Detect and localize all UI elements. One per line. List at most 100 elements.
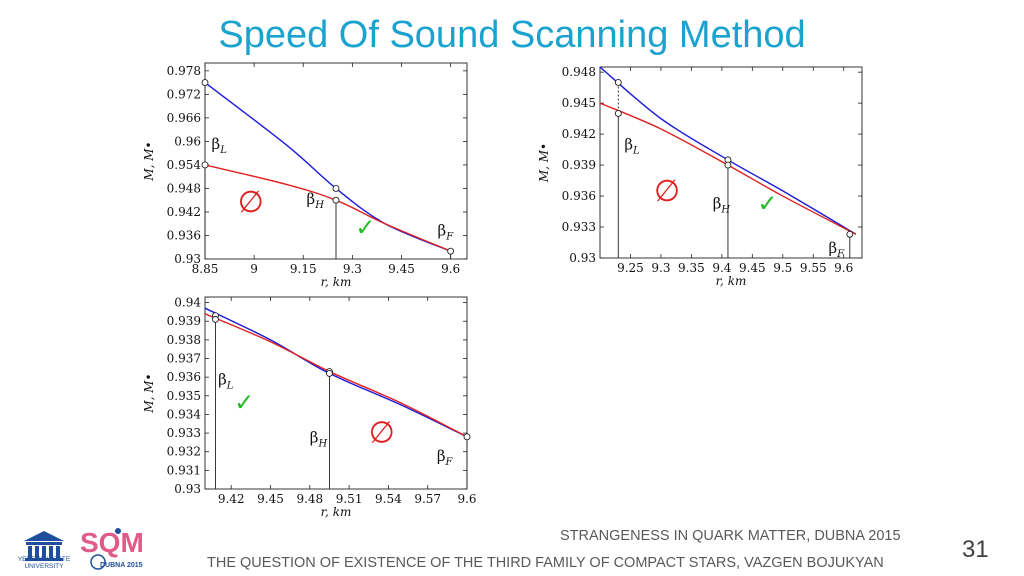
beta-label-h: βH bbox=[310, 428, 328, 449]
x-tick-label: 9 bbox=[250, 262, 258, 276]
x-tick-label: 9.45 bbox=[257, 492, 284, 506]
beta-subscript: H bbox=[720, 204, 730, 215]
y-tick-label: 0.939 bbox=[167, 314, 201, 328]
x-tick-label: 9.6 bbox=[457, 492, 476, 506]
marker-point bbox=[463, 433, 471, 441]
sqm-logo: SQM bbox=[80, 527, 144, 570]
check-mark: ✓ bbox=[234, 389, 254, 417]
beta-subscript: L bbox=[632, 146, 640, 157]
beta-subscript: L bbox=[226, 381, 234, 392]
y-tick-label: 0.978 bbox=[167, 64, 201, 78]
chart-bottom: 9.42 9.45 9.48 9.51 9.54 9.57 9.6 0.93 0.931 0.93… bbox=[142, 296, 477, 519]
beta-subscript: L bbox=[219, 145, 227, 156]
beta-subscript: F bbox=[836, 249, 845, 260]
x-tick-label: 9.57 bbox=[414, 492, 441, 506]
x-tick-label: 9.25 bbox=[617, 261, 644, 275]
y-tick-label: 0.945 bbox=[562, 96, 596, 110]
x-axis-label: r, km bbox=[321, 275, 352, 289]
x-tick-label: 9.48 bbox=[296, 492, 323, 506]
sqm-logo-letters: SQM bbox=[80, 527, 144, 558]
y-axis-label: M, M• bbox=[142, 373, 156, 413]
x-tick-label: 9.45 bbox=[388, 262, 415, 276]
ysu-logo bbox=[24, 531, 64, 561]
x-tick-label: 9.6 bbox=[441, 262, 460, 276]
y-tick-label: 0.954 bbox=[167, 158, 202, 172]
check-mark: ✓ bbox=[355, 213, 375, 241]
x-tick-label: 9.54 bbox=[375, 492, 402, 506]
beta-label-f: βF bbox=[438, 221, 455, 242]
beta-label-f: βF bbox=[828, 239, 845, 260]
x-tick-label: 9.3 bbox=[651, 261, 670, 275]
y-tick-label: 0.936 bbox=[167, 370, 201, 384]
x-tick-label: 9.15 bbox=[290, 262, 317, 276]
marker-point bbox=[724, 161, 732, 169]
chart-top-right: 9.25 9.3 9.35 9.4 9.45 9.5 9.55 9.6 0.93 0.933 0.9… bbox=[537, 65, 863, 288]
footer-conference: STRANGENESS IN QUARK MATTER, DUBNA 2015 bbox=[560, 528, 901, 544]
beta-label-f: βF bbox=[437, 447, 454, 468]
marker-point bbox=[332, 184, 340, 192]
y-tick-label: 0.96 bbox=[174, 134, 201, 148]
x-tick-label: 9.45 bbox=[739, 261, 766, 275]
ysu-logo-text: YEREVAN STATE UNIVERSITY bbox=[17, 556, 71, 570]
marker-point bbox=[614, 79, 622, 86]
beta-subscript: F bbox=[445, 231, 454, 242]
footer-talk-title: THE QUESTION OF EXISTENCE OF THE THIRD F… bbox=[207, 555, 884, 571]
beta-subscript: F bbox=[445, 457, 454, 468]
y-tick-label: 0.93 bbox=[569, 251, 596, 265]
y-tick-label: 0.938 bbox=[167, 333, 201, 347]
marker-point bbox=[332, 196, 340, 204]
x-tick-label: 9.5 bbox=[773, 261, 792, 275]
marker-point bbox=[447, 247, 455, 255]
y-tick-label: 0.936 bbox=[562, 189, 596, 203]
y-tick-label: 0.942 bbox=[562, 127, 596, 141]
empty-set-symbol: ∅ bbox=[238, 185, 264, 220]
blue-series-line bbox=[204, 307, 468, 438]
y-tick-label: 0.936 bbox=[167, 228, 201, 242]
x-tick-label: 9.6 bbox=[834, 261, 853, 275]
y-tick-label: 0.972 bbox=[167, 87, 201, 101]
check-mark: ✓ bbox=[758, 190, 778, 218]
y-tick-label: 0.948 bbox=[167, 181, 201, 195]
sqm-logo-subtitle: DUBNA 2015 bbox=[100, 562, 143, 569]
marker-point bbox=[212, 315, 219, 323]
x-axis-label: r, km bbox=[321, 505, 352, 519]
x-tick-label: 9.55 bbox=[800, 261, 827, 275]
plot-frame bbox=[599, 66, 863, 259]
x-tick-label: 9.51 bbox=[336, 492, 363, 506]
y-axis-label: M, M• bbox=[142, 141, 156, 181]
chart-top-left: 8.85 9 9.15 9.3 9.45 9.6 0.93 0.936 0.942 0.948 0.… bbox=[142, 62, 468, 289]
marker-point bbox=[201, 79, 209, 87]
y-tick-label: 0.933 bbox=[562, 220, 596, 234]
y-tick-label: 0.931 bbox=[167, 463, 201, 477]
empty-set-symbol: ∅ bbox=[369, 415, 395, 450]
y-tick-label: 0.933 bbox=[167, 426, 201, 440]
beta-label-l: βL bbox=[624, 136, 640, 157]
page-number: 31 bbox=[962, 536, 989, 563]
x-tick-label: 9.3 bbox=[343, 262, 362, 276]
marker-point bbox=[846, 230, 854, 238]
beta-label-l: βL bbox=[218, 371, 234, 392]
y-tick-label: 0.935 bbox=[167, 389, 201, 403]
blue-series-line bbox=[204, 82, 451, 252]
y-tick-label: 0.934 bbox=[167, 407, 202, 421]
beta-label-l: βL bbox=[212, 135, 228, 156]
empty-set-symbol: ∅ bbox=[654, 174, 680, 209]
y-tick-label: 0.94 bbox=[174, 296, 201, 310]
y-tick-label: 0.939 bbox=[562, 158, 596, 172]
y-tick-label: 0.932 bbox=[167, 445, 201, 459]
x-tick-label: 9.42 bbox=[218, 492, 245, 506]
x-tick-label: 9.4 bbox=[712, 261, 731, 275]
slide-title: Speed Of Sound Scanning Method bbox=[218, 14, 806, 56]
y-tick-label: 0.942 bbox=[167, 205, 201, 219]
marker-point bbox=[614, 110, 622, 117]
x-tick-label: 9.35 bbox=[678, 261, 705, 275]
plot-frame bbox=[204, 296, 468, 490]
y-tick-label: 0.937 bbox=[167, 352, 201, 366]
beta-subscript: H bbox=[317, 438, 327, 449]
marker-point bbox=[325, 369, 333, 377]
marker-point bbox=[201, 161, 209, 169]
y-axis-label: M, M• bbox=[537, 143, 551, 183]
y-tick-label: 0.93 bbox=[174, 252, 201, 266]
y-tick-label: 0.93 bbox=[174, 482, 201, 496]
x-axis-label: r, km bbox=[716, 274, 747, 288]
